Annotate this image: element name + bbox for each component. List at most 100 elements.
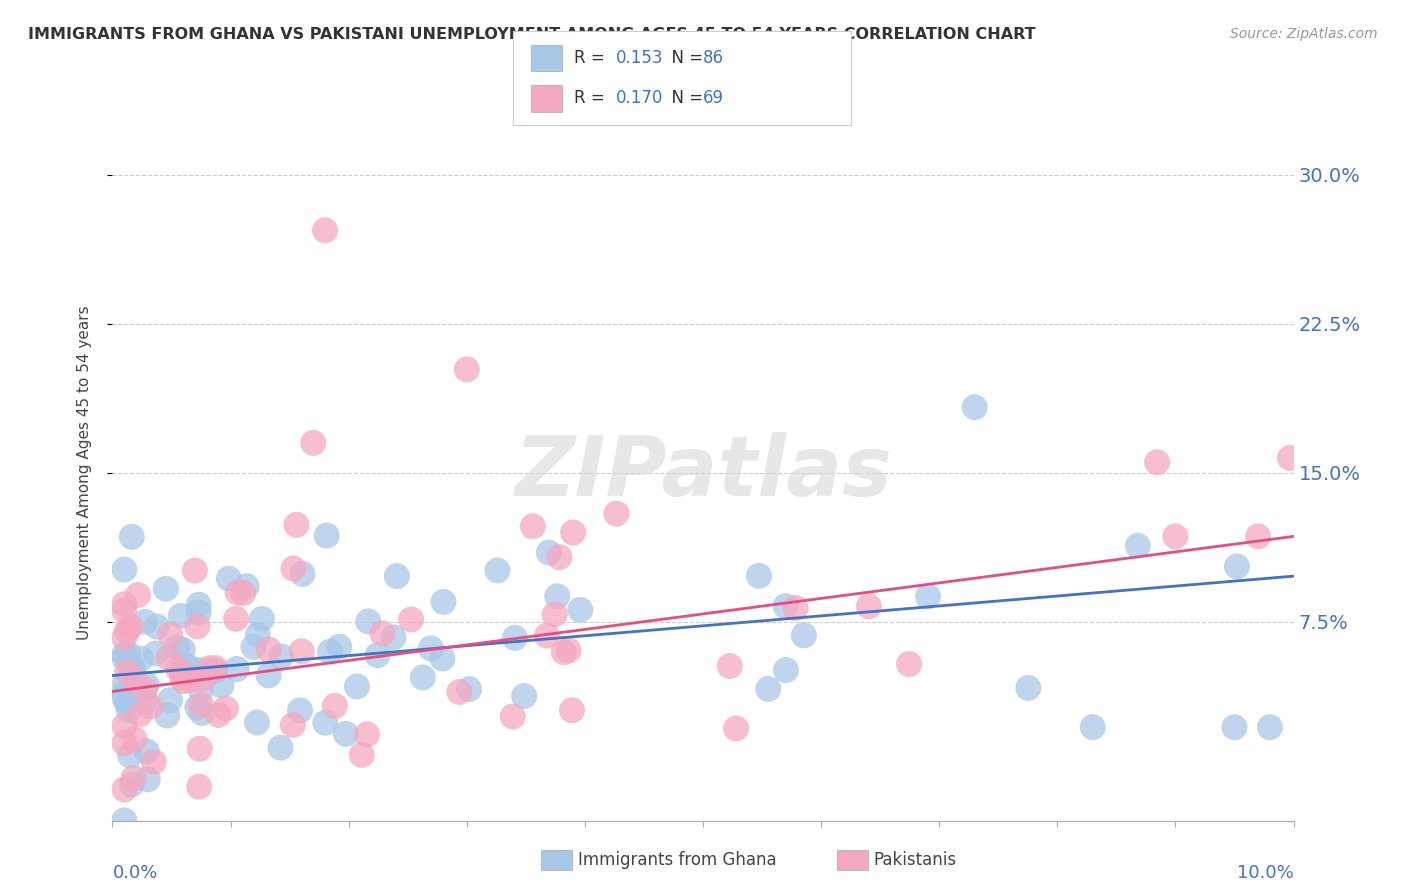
- Point: [225, 662, 247, 676]
- Point: [117, 703, 139, 717]
- Point: [748, 569, 770, 583]
- Point: [117, 647, 139, 661]
- Point: [328, 640, 350, 654]
- Text: R =: R =: [574, 49, 610, 67]
- Point: [270, 740, 292, 755]
- Point: [139, 699, 162, 714]
- Text: 0.170: 0.170: [616, 89, 664, 107]
- Point: [209, 678, 232, 692]
- Point: [225, 612, 247, 626]
- Point: [315, 528, 337, 542]
- Point: [134, 695, 156, 709]
- Point: [605, 507, 627, 521]
- Point: [232, 586, 254, 600]
- Point: [159, 693, 181, 707]
- Text: Immigrants from Ghana: Immigrants from Ghana: [578, 851, 776, 869]
- Text: 86: 86: [703, 49, 724, 67]
- Point: [356, 727, 378, 741]
- Point: [399, 612, 422, 626]
- Point: [112, 563, 135, 577]
- Point: [557, 643, 579, 657]
- Point: [725, 722, 748, 736]
- Point: [1278, 450, 1301, 465]
- Point: [120, 748, 142, 763]
- Point: [335, 727, 357, 741]
- Point: [112, 782, 135, 797]
- Point: [170, 664, 193, 678]
- Point: [288, 703, 311, 717]
- Point: [302, 436, 325, 450]
- Point: [382, 631, 405, 645]
- Point: [121, 778, 143, 792]
- Text: 0.153: 0.153: [616, 49, 664, 67]
- Point: [562, 525, 585, 540]
- Point: [536, 629, 558, 643]
- Point: [187, 606, 209, 620]
- Point: [112, 631, 135, 645]
- Point: [112, 651, 135, 665]
- Point: [173, 674, 195, 689]
- Point: [128, 707, 150, 722]
- Point: [350, 747, 373, 762]
- Point: [246, 715, 269, 730]
- Point: [1146, 455, 1168, 469]
- Point: [112, 719, 135, 733]
- Point: [198, 661, 221, 675]
- Point: [432, 595, 454, 609]
- Point: [314, 223, 336, 237]
- Point: [166, 640, 188, 655]
- Text: R =: R =: [574, 89, 610, 107]
- Y-axis label: Unemployment Among Ages 45 to 54 years: Unemployment Among Ages 45 to 54 years: [77, 305, 91, 640]
- Point: [156, 708, 179, 723]
- Point: [142, 755, 165, 769]
- Point: [191, 672, 214, 686]
- Point: [136, 772, 159, 787]
- Point: [207, 708, 229, 723]
- Point: [184, 564, 207, 578]
- Point: [1017, 681, 1039, 695]
- Point: [432, 651, 454, 665]
- Point: [858, 599, 880, 614]
- Point: [1126, 539, 1149, 553]
- Point: [112, 597, 135, 611]
- Point: [226, 585, 249, 599]
- Point: [186, 700, 208, 714]
- Point: [129, 652, 152, 666]
- Point: [420, 641, 443, 656]
- Point: [122, 771, 145, 785]
- Point: [314, 715, 336, 730]
- Point: [157, 650, 180, 665]
- Point: [215, 701, 238, 715]
- Point: [357, 615, 380, 629]
- Point: [135, 678, 157, 692]
- Point: [548, 550, 571, 565]
- Point: [242, 640, 264, 654]
- Point: [124, 673, 146, 688]
- Point: [1081, 720, 1104, 734]
- Text: IMMIGRANTS FROM GHANA VS PAKISTANI UNEMPLOYMENT AMONG AGES 45 TO 54 YEARS CORREL: IMMIGRANTS FROM GHANA VS PAKISTANI UNEMP…: [28, 27, 1036, 42]
- Point: [1258, 720, 1281, 734]
- Point: [188, 741, 211, 756]
- Point: [186, 619, 208, 633]
- Point: [456, 362, 478, 376]
- Point: [793, 628, 815, 642]
- Point: [503, 631, 526, 645]
- Point: [569, 603, 592, 617]
- Point: [1164, 529, 1187, 543]
- Text: ZIPatlas: ZIPatlas: [515, 433, 891, 513]
- Text: Pakistanis: Pakistanis: [873, 851, 956, 869]
- Point: [127, 588, 149, 602]
- Point: [112, 603, 135, 617]
- Text: 69: 69: [703, 89, 724, 107]
- Point: [122, 661, 145, 675]
- Point: [250, 612, 273, 626]
- Point: [155, 582, 177, 596]
- Point: [1226, 559, 1249, 574]
- Point: [898, 657, 921, 671]
- Point: [346, 680, 368, 694]
- Point: [291, 566, 314, 581]
- Point: [112, 686, 135, 700]
- Point: [319, 645, 342, 659]
- Point: [246, 628, 269, 642]
- Point: [204, 661, 226, 675]
